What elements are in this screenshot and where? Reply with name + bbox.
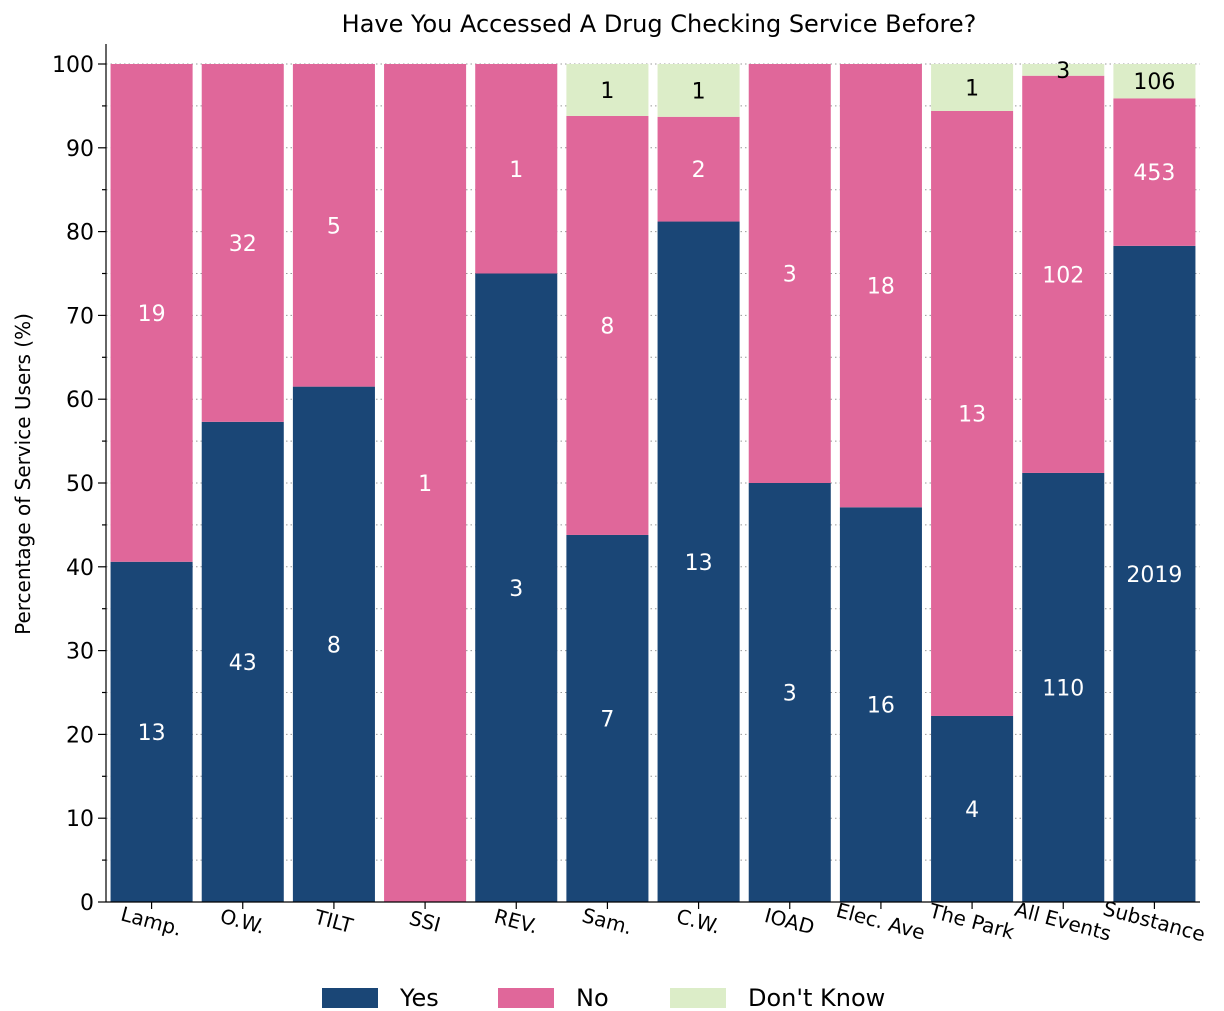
- bar-segment: [931, 715, 1014, 902]
- data-label: 1: [418, 472, 432, 497]
- bar-segment: [657, 64, 740, 117]
- x-tick-label: C.W.: [674, 904, 723, 939]
- y-tick-label: 30: [66, 640, 94, 665]
- x-tick-label: SSI: [407, 906, 443, 937]
- data-label: 32: [229, 232, 257, 257]
- bar-segment: [475, 273, 558, 902]
- bar-segment: [1113, 245, 1196, 902]
- bar-segment: [748, 483, 831, 902]
- y-tick-label: 90: [66, 137, 94, 162]
- data-label: 3: [1056, 59, 1070, 84]
- bar-segment: [475, 64, 558, 274]
- data-label: 2: [692, 158, 706, 183]
- y-tick-label: 80: [66, 221, 94, 246]
- y-tick-label: 70: [66, 304, 94, 329]
- y-tick-label: 0: [80, 891, 94, 916]
- data-label: 13: [685, 551, 713, 576]
- x-tick-label: TILT: [311, 904, 356, 938]
- bars: [110, 64, 1196, 902]
- y-tick-label: 100: [52, 53, 94, 78]
- bar-segment: [201, 64, 284, 422]
- data-label: 43: [229, 651, 257, 676]
- bar-segment: [931, 110, 1014, 716]
- bar-segment: [1113, 98, 1196, 246]
- bar-segment: [748, 64, 831, 483]
- data-label: 1: [965, 76, 979, 101]
- x-tick-label: O.W.: [218, 904, 268, 939]
- legend-label: Don't Know: [748, 984, 885, 1011]
- y-axis-label: Percentage of Service Users (%): [11, 313, 35, 635]
- legend-label: Yes: [399, 984, 439, 1011]
- legend-swatch: [498, 988, 554, 1008]
- data-label: 3: [783, 263, 797, 288]
- data-label: 4: [965, 798, 979, 823]
- bar-segment: [657, 221, 740, 902]
- bar-segment: [931, 64, 1014, 111]
- x-tick-label: REV.: [492, 904, 541, 939]
- bar-segment: [566, 115, 649, 535]
- legend-swatch: [322, 988, 378, 1008]
- bar-segment: [292, 64, 375, 387]
- data-label: 1: [509, 158, 523, 183]
- bar-segment: [1113, 64, 1196, 99]
- bar-segment: [566, 534, 649, 902]
- data-label: 102: [1042, 263, 1084, 288]
- data-label: 106: [1133, 70, 1175, 95]
- bar-segment: [292, 386, 375, 902]
- bar-segment: [1022, 75, 1105, 473]
- x-axis: Lamp. O.W. TILT SSI REV. Sam. C.W. IOAD Elec. Av…: [106, 896, 1208, 946]
- data-label: 19: [138, 302, 166, 327]
- bar-segment: [110, 561, 193, 902]
- data-label: 8: [600, 314, 614, 339]
- data-label: 1: [692, 79, 706, 104]
- bar-segment: [1022, 472, 1105, 902]
- x-tick-label: Sam.: [580, 903, 635, 939]
- data-label: 18: [867, 275, 895, 300]
- data-label: 3: [783, 682, 797, 707]
- bar-segment: [839, 507, 922, 902]
- data-label: 453: [1133, 161, 1175, 186]
- bar-segment: [201, 421, 284, 902]
- x-tick-label: IOAD: [762, 903, 817, 939]
- legend-label: No: [576, 984, 609, 1011]
- data-label: 5: [327, 214, 341, 239]
- data-label: 16: [867, 694, 895, 719]
- data-label: 13: [138, 721, 166, 746]
- data-label: 13: [958, 402, 986, 427]
- y-tick-label: 40: [66, 556, 94, 581]
- y-tick-label: 20: [66, 723, 94, 748]
- data-label: 7: [600, 707, 614, 732]
- chart-title: Have You Accessed A Drug Checking Servic…: [342, 10, 977, 38]
- legend: Yes No Don't Know: [322, 984, 885, 1011]
- y-tick-label: 60: [66, 388, 94, 413]
- y-tick-label: 50: [66, 472, 94, 497]
- y-tick-label: 10: [66, 807, 94, 832]
- legend-swatch: [670, 988, 726, 1008]
- bar-labels: 1319433285131781132133161841311101023201…: [138, 59, 1183, 823]
- data-label: 1: [600, 79, 614, 104]
- data-label: 3: [509, 577, 523, 602]
- bar-segment: [110, 64, 193, 562]
- data-label: 110: [1042, 676, 1084, 701]
- data-label: 2019: [1126, 563, 1182, 588]
- bar-segment: [839, 64, 922, 508]
- bar-segment: [657, 116, 740, 222]
- bar-segment: [384, 64, 467, 902]
- data-label: 8: [327, 633, 341, 658]
- bar-segment: [1022, 64, 1105, 76]
- bar-segment: [566, 64, 649, 116]
- y-axis: 0 10 20 30 40 50 60 70 80 90 100: [52, 44, 107, 916]
